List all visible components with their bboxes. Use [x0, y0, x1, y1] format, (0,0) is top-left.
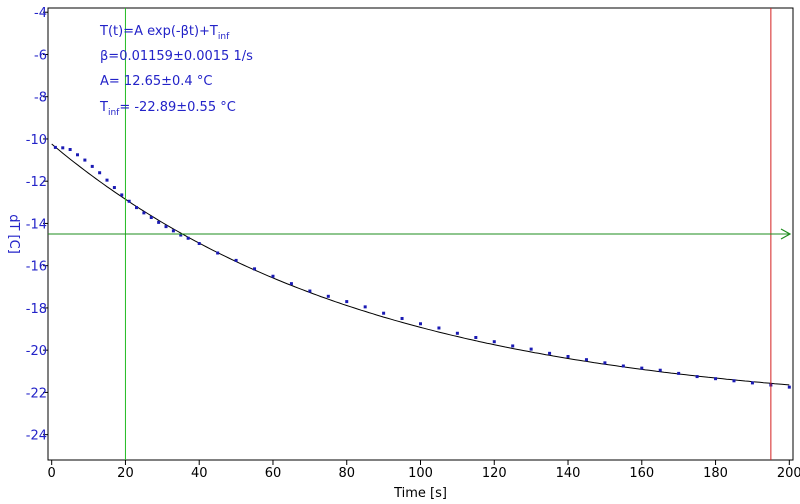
data-point: [455, 331, 459, 335]
data-point: [492, 340, 496, 344]
fit-curve: [51, 143, 790, 386]
data-point: [112, 186, 116, 190]
data-point: [308, 289, 312, 293]
x-tick-label: 40: [191, 466, 208, 481]
x-tick-label: 80: [338, 466, 355, 481]
data-point: [142, 211, 146, 215]
data-point: [149, 216, 153, 220]
x-tick-label: 100: [408, 466, 433, 481]
data-point: [603, 361, 607, 365]
data-point: [437, 326, 441, 330]
data-point: [271, 274, 275, 278]
data-point: [326, 294, 330, 298]
data-point: [511, 344, 515, 348]
annotation-beta: β=0.01159±0.0015 1/s: [100, 49, 253, 64]
y-tick-label: -18: [26, 302, 47, 317]
data-point: [345, 300, 349, 304]
x-tick-label: 20: [117, 466, 134, 481]
data-point: [53, 145, 57, 149]
y-axis: -4 -6 -8 -10 -12 -14 -16 -18 -20 -22 -24: [26, 6, 48, 444]
y-tick-label: -24: [26, 429, 47, 444]
y-axis-label: dT [C]: [6, 214, 21, 254]
y-tick-label: -20: [26, 344, 47, 359]
x-axis-label: Time [s]: [393, 486, 447, 501]
data-point: [621, 364, 625, 368]
data-point: [127, 199, 131, 203]
data-point: [179, 233, 183, 237]
data-point: [197, 242, 201, 246]
x-axis: 0 20 40 60 80 100 120 140 160 180 200: [48, 460, 800, 481]
data-point: [289, 282, 293, 286]
x-tick-label: 200: [777, 466, 800, 481]
x-tick-label: 140: [556, 466, 581, 481]
data-point: [105, 178, 109, 182]
arrow-head-icon: [780, 228, 792, 240]
data-point: [164, 225, 168, 229]
data-point: [529, 347, 533, 351]
data-point: [382, 311, 386, 315]
data-point: [90, 164, 94, 168]
y-tick-label: -10: [26, 133, 47, 148]
x-tick-label: 0: [48, 466, 56, 481]
data-point: [171, 229, 175, 233]
data-point: [68, 148, 72, 152]
data-point: [76, 153, 80, 157]
data-point: [787, 385, 791, 389]
x-tick-label: 60: [265, 466, 282, 481]
y-tick-label: -14: [26, 217, 47, 232]
data-point: [658, 368, 662, 372]
annotation-amplitude: A= 12.65±0.4 °C: [100, 74, 212, 89]
y-tick-label: -6: [34, 48, 47, 63]
data-point: [234, 258, 238, 262]
data-point: [677, 371, 681, 375]
x-tick-label: 160: [629, 466, 654, 481]
data-point: [548, 351, 552, 355]
data-point: [253, 267, 257, 271]
data-point: [186, 236, 190, 240]
y-tick-label: -8: [34, 91, 47, 106]
data-point: [135, 206, 139, 210]
data-point: [566, 355, 570, 359]
x-tick-label: 180: [703, 466, 728, 481]
annotation-model: T(t)=A exp(-βt)+Tinf: [99, 24, 230, 42]
y-tick-label: -4: [34, 6, 47, 21]
data-point: [695, 375, 699, 379]
data-point: [61, 146, 65, 150]
data-point: [400, 316, 404, 320]
data-point: [216, 251, 220, 255]
data-point: [584, 358, 588, 362]
data-point: [750, 381, 754, 385]
data-point: [98, 171, 102, 175]
data-series: [53, 145, 791, 389]
data-point: [640, 366, 644, 370]
data-point: [83, 158, 87, 162]
annotation-tinf: Tinf= -22.89±0.55 °C: [99, 100, 236, 118]
y-tick-label: -22: [26, 386, 47, 401]
data-point: [732, 379, 736, 383]
y-tick-label: -16: [26, 260, 47, 275]
data-point: [363, 305, 367, 309]
data-point: [714, 377, 718, 381]
data-point: [474, 335, 478, 339]
y-tick-label: -12: [26, 175, 47, 190]
data-point: [120, 193, 124, 197]
data-point: [419, 322, 422, 326]
data-point: [157, 220, 161, 224]
x-tick-label: 120: [482, 466, 507, 481]
